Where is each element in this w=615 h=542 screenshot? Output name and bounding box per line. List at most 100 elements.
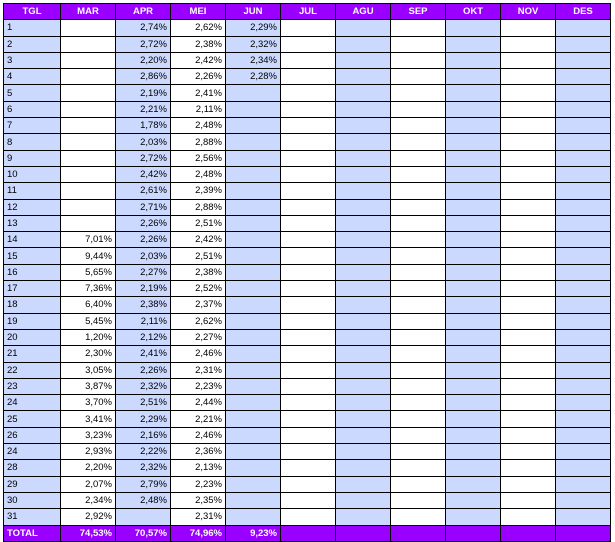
- cell-okt[interactable]: [445, 35, 501, 53]
- cell-mei[interactable]: 2,26%: [170, 68, 226, 86]
- cell-tgl[interactable]: 11: [3, 182, 61, 200]
- cell-okt[interactable]: [445, 328, 501, 347]
- cell-nov[interactable]: [500, 280, 556, 298]
- cell-apr[interactable]: 2,32%: [115, 459, 171, 477]
- cell-agu[interactable]: [335, 280, 391, 298]
- cell-jul[interactable]: [280, 149, 336, 167]
- cell-agu[interactable]: [335, 312, 391, 330]
- cell-mar[interactable]: 7,01%: [60, 231, 116, 249]
- cell-des[interactable]: [555, 214, 611, 233]
- cell-okt[interactable]: [445, 459, 501, 477]
- cell-jul[interactable]: [280, 100, 336, 119]
- header-jun[interactable]: JUN: [225, 2, 281, 21]
- cell-sep[interactable]: [390, 100, 446, 119]
- cell-des[interactable]: [555, 182, 611, 200]
- cell-agu[interactable]: [335, 231, 391, 249]
- cell-agu[interactable]: [335, 214, 391, 233]
- cell-sep[interactable]: [390, 263, 446, 282]
- cell-jun[interactable]: 2,29%: [225, 19, 281, 37]
- cell-tgl[interactable]: 12: [3, 198, 61, 216]
- cell-agu[interactable]: [335, 361, 391, 379]
- cell-sep[interactable]: [390, 214, 446, 233]
- cell-apr[interactable]: 2,74%: [115, 19, 171, 37]
- cell-mar[interactable]: 9,44%: [60, 247, 116, 265]
- cell-jun[interactable]: [225, 133, 281, 151]
- cell-mar[interactable]: 3,23%: [60, 426, 116, 445]
- cell-agu[interactable]: [335, 296, 391, 314]
- cell-jul[interactable]: [280, 394, 336, 412]
- cell-jul[interactable]: [280, 117, 336, 135]
- cell-mar[interactable]: 1,20%: [60, 328, 116, 347]
- cell-jul[interactable]: [280, 508, 336, 526]
- cell-sep[interactable]: [390, 84, 446, 102]
- cell-tgl[interactable]: 13: [3, 214, 61, 233]
- cell-mei[interactable]: 2,46%: [170, 426, 226, 445]
- cell-sep[interactable]: [390, 117, 446, 135]
- cell-apr[interactable]: 2,72%: [115, 35, 171, 53]
- cell-mei[interactable]: 2,23%: [170, 475, 226, 493]
- cell-okt[interactable]: [445, 312, 501, 330]
- cell-apr[interactable]: 2,32%: [115, 377, 171, 396]
- cell-tgl[interactable]: 28: [3, 459, 61, 477]
- cell-agu[interactable]: [335, 410, 391, 428]
- cell-okt[interactable]: [445, 263, 501, 282]
- cell-jul[interactable]: [280, 214, 336, 233]
- cell-jul[interactable]: [280, 280, 336, 298]
- cell-tgl[interactable]: 14: [3, 231, 61, 249]
- cell-tgl[interactable]: 15: [3, 247, 61, 265]
- cell-nov[interactable]: [500, 508, 556, 526]
- cell-nov[interactable]: [500, 117, 556, 135]
- cell-mar[interactable]: 5,45%: [60, 312, 116, 330]
- cell-okt[interactable]: [445, 491, 501, 510]
- cell-jun[interactable]: [225, 443, 281, 461]
- cell-jun[interactable]: [225, 231, 281, 249]
- cell-jun[interactable]: [225, 84, 281, 102]
- cell-mei[interactable]: 2,39%: [170, 182, 226, 200]
- cell-agu[interactable]: [335, 84, 391, 102]
- cell-agu[interactable]: [335, 426, 391, 445]
- cell-sep[interactable]: [390, 165, 446, 184]
- cell-jul[interactable]: [280, 51, 336, 70]
- cell-jul[interactable]: [280, 443, 336, 461]
- cell-apr[interactable]: 2,42%: [115, 165, 171, 184]
- cell-des[interactable]: [555, 280, 611, 298]
- cell-nov[interactable]: [500, 214, 556, 233]
- cell-mei[interactable]: 2,44%: [170, 394, 226, 412]
- cell-okt[interactable]: [445, 280, 501, 298]
- cell-mei[interactable]: 2,13%: [170, 459, 226, 477]
- cell-mar[interactable]: 2,07%: [60, 475, 116, 493]
- cell-agu[interactable]: [335, 182, 391, 200]
- cell-jun[interactable]: [225, 459, 281, 477]
- header-nov[interactable]: NOV: [500, 2, 556, 21]
- cell-tgl[interactable]: 8: [3, 133, 61, 151]
- cell-des[interactable]: [555, 100, 611, 119]
- cell-okt[interactable]: [445, 84, 501, 102]
- cell-nov[interactable]: [500, 133, 556, 151]
- cell-sep[interactable]: [390, 280, 446, 298]
- cell-jun[interactable]: [225, 247, 281, 265]
- cell-nov[interactable]: [500, 68, 556, 86]
- cell-jul[interactable]: [280, 491, 336, 510]
- cell-agu[interactable]: [335, 491, 391, 510]
- cell-mei[interactable]: 2,23%: [170, 377, 226, 396]
- cell-mei[interactable]: 2,38%: [170, 263, 226, 282]
- cell-jul[interactable]: [280, 165, 336, 184]
- cell-tgl[interactable]: 7: [3, 117, 61, 135]
- cell-mar[interactable]: [60, 182, 116, 200]
- cell-jun[interactable]: [225, 377, 281, 396]
- cell-agu[interactable]: [335, 100, 391, 119]
- cell-okt[interactable]: [445, 51, 501, 70]
- cell-jun[interactable]: [225, 426, 281, 445]
- cell-tgl[interactable]: 24: [3, 443, 61, 461]
- header-okt[interactable]: OKT: [445, 2, 501, 21]
- cell-apr[interactable]: 2,79%: [115, 475, 171, 493]
- cell-apr[interactable]: 2,19%: [115, 84, 171, 102]
- cell-jul[interactable]: [280, 426, 336, 445]
- cell-agu[interactable]: [335, 19, 391, 37]
- cell-okt[interactable]: [445, 149, 501, 167]
- cell-mei[interactable]: 2,48%: [170, 117, 226, 135]
- cell-apr[interactable]: 2,11%: [115, 312, 171, 330]
- cell-sep[interactable]: [390, 508, 446, 526]
- cell-apr[interactable]: 2,03%: [115, 247, 171, 265]
- cell-nov[interactable]: [500, 198, 556, 216]
